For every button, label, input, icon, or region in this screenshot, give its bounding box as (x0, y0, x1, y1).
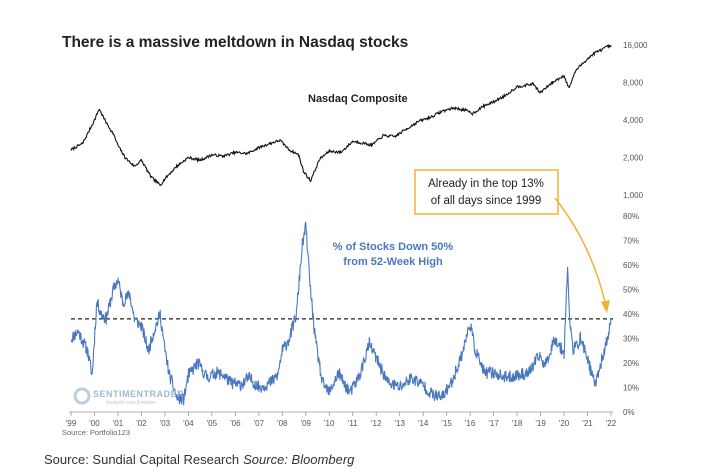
nasdaq-series-label: Nasdaq Composite (308, 93, 408, 105)
figure-caption: Source: Sundial Capital Research Source: … (44, 452, 354, 467)
x-tick-label: '04 (183, 419, 194, 428)
x-tick-label: '19 (535, 419, 546, 428)
x-tick-label: '03 (160, 419, 171, 428)
x-tick-label: '18 (512, 419, 523, 428)
x-tick-label: '12 (371, 419, 382, 428)
breadth-y-tick: 10% (623, 384, 639, 393)
x-tick-label: '08 (277, 419, 288, 428)
x-axis: '99 '00 '01 '02 '03 '04 '05 '06 '07 '08 '09 '10 '11 '… (66, 411, 617, 428)
watermark-logo-icon (73, 387, 91, 405)
chart-source: Source: Portfolio123 (62, 428, 130, 437)
callout-arrow (554, 197, 607, 307)
x-tick-label: '15 (441, 419, 452, 428)
x-tick-label: '00 (89, 419, 100, 428)
watermark-tagline: Analysis over Emotion (106, 400, 156, 406)
x-tick-label: '17 (488, 419, 499, 428)
nasdaq-y-tick: 8,000 (623, 79, 644, 88)
nasdaq-y-tick: 2,000 (623, 154, 644, 163)
x-tick-label: '06 (230, 419, 241, 428)
nasdaq-panel: 16,000 8,000 4,000 2,000 1,000 (70, 41, 648, 200)
x-tick-label: '05 (207, 419, 218, 428)
callout-line2: of all days since 1999 (431, 195, 542, 207)
x-tick-label: '10 (324, 419, 335, 428)
breadth-y-tick: 40% (623, 310, 639, 319)
x-tick-label: '09 (301, 419, 312, 428)
x-tick-label: '14 (418, 419, 429, 428)
watermark-name: SENTIMENTRADER (93, 389, 184, 399)
x-tick-label: '16 (465, 419, 476, 428)
watermark: SENTIMENTRADER Analysis over Emotion (73, 387, 184, 406)
breadth-y-tick: 50% (623, 286, 639, 295)
breadth-y-tick: 0% (623, 408, 635, 417)
breadth-y-tick: 80% (623, 212, 639, 221)
x-tick-label: '11 (348, 419, 358, 428)
nasdaq-y-tick: 1,000 (623, 191, 644, 200)
caption-source-sundial: Source: Sundial Capital Research (44, 452, 240, 467)
nasdaq-y-tick: 16,000 (623, 41, 648, 50)
x-tick-label: '07 (254, 419, 265, 428)
nasdaq-y-tick: 4,000 (623, 116, 644, 125)
breadth-panel: 80% 70% 60% 50% 40% 30% 20% 10% 0% (70, 212, 639, 417)
callout-arrowhead-icon (601, 300, 610, 313)
x-tick-label: '99 (66, 419, 77, 428)
x-tick-label: '21 (582, 419, 593, 428)
x-tick-label: '01 (113, 419, 124, 428)
caption-source-bloomberg: Source: Bloomberg (243, 452, 355, 467)
breadth-line (70, 221, 612, 406)
x-tick-label: '02 (136, 419, 147, 428)
callout-box (414, 169, 559, 215)
callout-line1: Already in the top 13% (428, 178, 544, 190)
breadth-y-tick: 20% (623, 359, 639, 368)
x-tick-label: '20 (559, 419, 570, 428)
callout: Already in the top 13% of all days since… (414, 169, 610, 313)
chart-title: There is a massive meltdown in Nasdaq st… (62, 34, 408, 51)
breadth-y-tick: 60% (623, 261, 639, 270)
breadth-y-tick: 70% (623, 237, 639, 246)
breadth-label-line1: % of Stocks Down 50% (333, 241, 454, 253)
x-tick-label: '13 (394, 419, 405, 428)
x-tick-label: '22 (606, 419, 617, 428)
breadth-y-tick: 30% (623, 335, 639, 344)
nasdaq-line (70, 43, 612, 187)
breadth-label-line2: from 52-Week High (343, 256, 443, 268)
